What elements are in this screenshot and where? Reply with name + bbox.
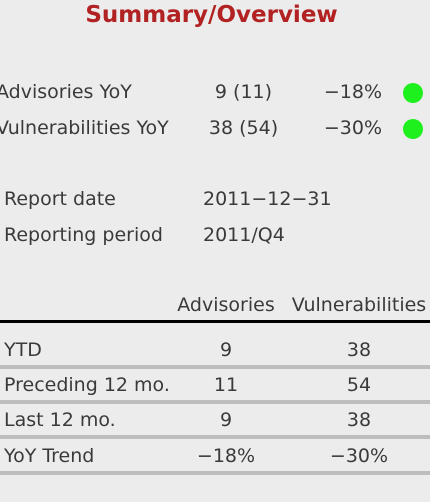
table-row: Last 12 mo. 9 38: [0, 405, 430, 440]
report-date-value: 2011−12−31: [203, 188, 332, 210]
vulnerabilities-cell: −30%: [329, 445, 389, 467]
row-divider: [0, 400, 430, 404]
column-header-advisories: Advisories: [177, 294, 275, 316]
table-row: YoY Trend −18% −30%: [0, 441, 430, 476]
vulnerabilities-cell: 54: [346, 374, 372, 396]
advisories-cell: −18%: [196, 445, 256, 467]
yoy-label: Advisories YoY: [0, 81, 132, 103]
row-label: Preceding 12 mo.: [4, 374, 170, 396]
table-row: Preceding 12 mo. 11 54: [0, 370, 430, 405]
row-divider: [0, 435, 430, 439]
report-date-label: Report date: [4, 188, 116, 210]
row-label: Last 12 mo.: [4, 409, 116, 431]
vulnerabilities-cell: 38: [346, 339, 372, 361]
advisories-cell: 9: [219, 339, 233, 361]
advisories-cell: 11: [213, 374, 239, 396]
reporting-period-value: 2011/Q4: [203, 224, 285, 246]
reporting-period-row: Reporting period 2011/Q4: [0, 220, 430, 250]
table-row: YTD 9 38: [0, 335, 430, 370]
vulnerabilities-cell: 38: [346, 409, 372, 431]
status-dot-icon: [403, 119, 423, 139]
yoy-percent: −18%: [323, 81, 382, 103]
yoy-percent: −30%: [323, 117, 382, 139]
report-date-row: Report date 2011−12−31: [0, 184, 430, 214]
yoy-count: 9 (11): [214, 81, 273, 103]
advisories-cell: 9: [219, 409, 233, 431]
status-dot-icon: [403, 83, 423, 103]
vulnerabilities-yoy-row: Vulnerabilities YoY 38 (54) −30%: [0, 113, 430, 143]
row-divider: [0, 365, 430, 369]
column-header-vulnerabilities: Vulnerabilities: [291, 294, 427, 316]
yoy-count: 38 (54): [208, 117, 279, 139]
row-divider: [0, 471, 430, 475]
page-title: Summary/Overview: [85, 2, 338, 28]
reporting-period-label: Reporting period: [4, 224, 163, 246]
header-divider: [0, 320, 430, 323]
row-label: YTD: [4, 339, 42, 361]
yoy-label: Vulnerabilities YoY: [0, 117, 169, 139]
row-label: YoY Trend: [4, 445, 95, 467]
advisories-yoy-row: Advisories YoY 9 (11) −18%: [0, 77, 430, 107]
table-header: Advisories Vulnerabilities: [0, 290, 430, 320]
